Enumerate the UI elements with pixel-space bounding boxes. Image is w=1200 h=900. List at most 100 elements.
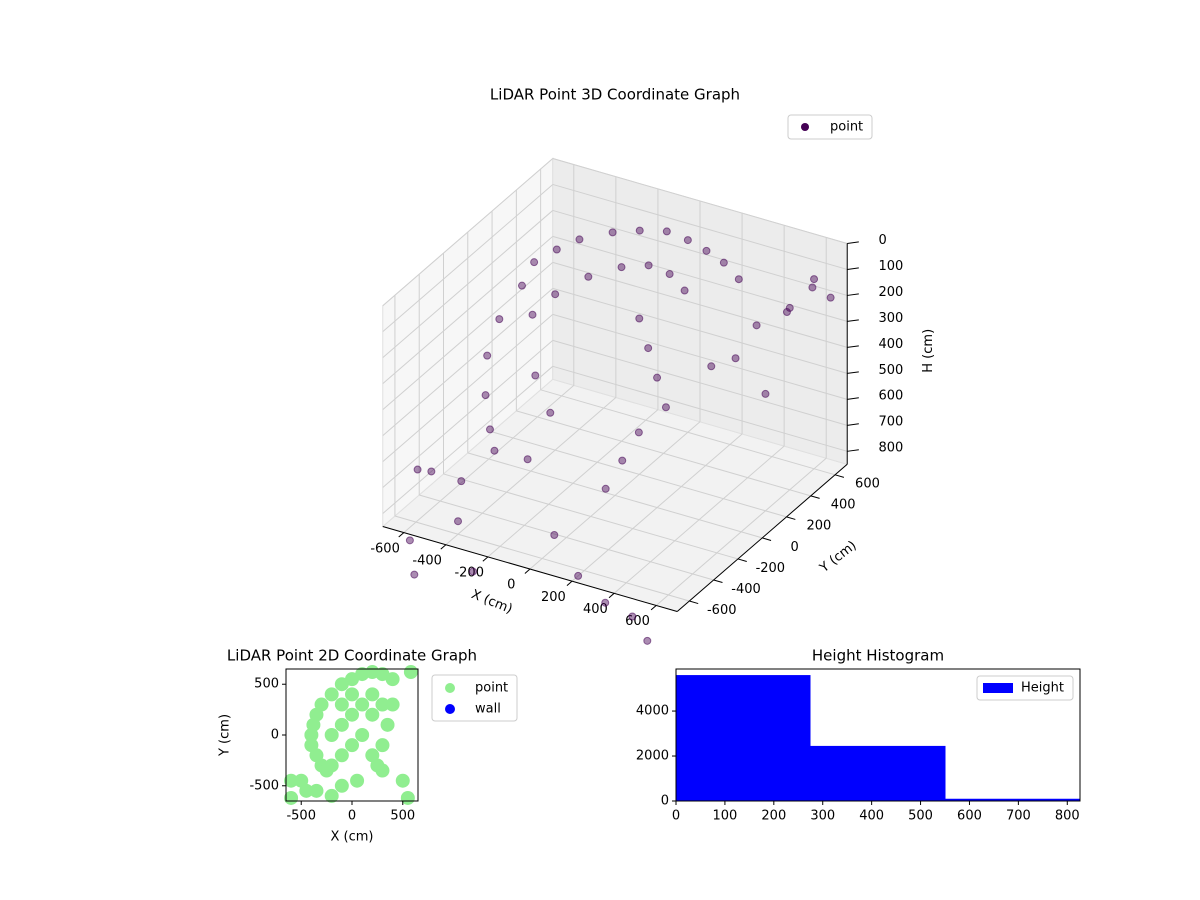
point bbox=[665, 270, 674, 279]
point bbox=[334, 697, 349, 712]
legend-marker bbox=[445, 683, 455, 693]
point bbox=[345, 687, 359, 702]
y-tick bbox=[810, 495, 820, 499]
point bbox=[546, 408, 555, 417]
point bbox=[324, 758, 339, 773]
point bbox=[528, 310, 537, 319]
point bbox=[643, 636, 652, 645]
grid-line bbox=[382, 287, 554, 436]
point bbox=[608, 228, 617, 237]
plot-frame bbox=[675, 668, 1081, 802]
point bbox=[375, 697, 390, 712]
legend-box bbox=[431, 674, 518, 722]
point bbox=[734, 275, 743, 284]
x-tick-label: 0 bbox=[507, 578, 515, 593]
point bbox=[644, 344, 653, 353]
point bbox=[628, 612, 637, 621]
point bbox=[454, 517, 463, 526]
z-tick-label: 300 bbox=[878, 311, 903, 326]
point bbox=[523, 455, 532, 464]
y-tick-label: 0 bbox=[271, 728, 279, 743]
point bbox=[575, 235, 584, 244]
point bbox=[782, 308, 791, 317]
y-tick bbox=[713, 579, 723, 584]
point bbox=[365, 687, 380, 702]
point bbox=[413, 465, 422, 474]
legend-label: Height bbox=[1021, 681, 1064, 696]
bar bbox=[676, 675, 811, 801]
grid-line bbox=[382, 365, 554, 514]
point bbox=[284, 773, 299, 788]
point bbox=[410, 570, 419, 579]
point bbox=[702, 246, 711, 255]
z-tick bbox=[847, 241, 859, 244]
grid-line bbox=[552, 183, 848, 270]
point bbox=[309, 783, 324, 798]
grid-line bbox=[382, 210, 554, 359]
point bbox=[350, 773, 365, 788]
point bbox=[550, 531, 559, 540]
y-tick bbox=[786, 516, 796, 520]
point bbox=[403, 665, 418, 680]
grid-line bbox=[552, 235, 848, 322]
point bbox=[385, 672, 400, 687]
legend-label: point bbox=[475, 681, 508, 696]
point bbox=[490, 446, 499, 455]
x-tick-label: 400 bbox=[859, 809, 884, 824]
x-tick bbox=[398, 532, 405, 538]
grid-line bbox=[382, 158, 554, 307]
z-tick bbox=[847, 267, 859, 270]
x-tick bbox=[608, 592, 615, 599]
grid-line bbox=[491, 431, 787, 518]
grid-line bbox=[552, 157, 848, 244]
y-tick-label: 200 bbox=[806, 519, 831, 534]
x-tick-label: 200 bbox=[541, 590, 566, 605]
legend-marker bbox=[445, 704, 455, 714]
y-tick-label: -400 bbox=[731, 582, 761, 597]
point bbox=[683, 236, 692, 245]
point bbox=[375, 738, 390, 753]
point bbox=[395, 773, 410, 788]
z-tick bbox=[847, 397, 859, 400]
grid-line bbox=[419, 494, 714, 581]
x-tick-label: -500 bbox=[286, 809, 316, 824]
x-tick bbox=[650, 605, 657, 611]
point bbox=[644, 261, 653, 270]
point bbox=[617, 263, 626, 272]
z-tick bbox=[847, 345, 859, 348]
y-tick-label: 500 bbox=[254, 677, 279, 692]
z-tick-label: 800 bbox=[878, 441, 903, 456]
y-tick-label: 400 bbox=[831, 498, 856, 513]
point bbox=[601, 484, 610, 493]
point bbox=[483, 351, 492, 360]
y-tick-label: 0 bbox=[790, 540, 798, 555]
x-tick bbox=[440, 544, 447, 550]
grid-line bbox=[552, 313, 848, 400]
point bbox=[661, 403, 670, 412]
point bbox=[355, 697, 370, 712]
x-tick-label: -200 bbox=[454, 566, 484, 581]
x-axis-label: X (cm) bbox=[331, 830, 374, 845]
point bbox=[551, 290, 560, 299]
point bbox=[552, 245, 561, 254]
z-tick-label: 600 bbox=[878, 389, 903, 404]
point bbox=[662, 227, 671, 236]
x-axis-line bbox=[382, 526, 678, 613]
x-tick-label: 300 bbox=[810, 809, 835, 824]
z-tick-label: 200 bbox=[878, 285, 903, 300]
point bbox=[634, 428, 643, 437]
grid-line bbox=[394, 515, 690, 602]
point bbox=[405, 536, 414, 545]
chart-title: LiDAR Point 3D Coordinate Graph bbox=[490, 86, 740, 104]
point bbox=[299, 783, 314, 798]
x-tick-label: 200 bbox=[761, 809, 786, 824]
point bbox=[324, 728, 339, 742]
grid-line bbox=[552, 339, 848, 426]
grid-line bbox=[382, 313, 554, 462]
x-tick-label: 600 bbox=[625, 614, 650, 629]
legend-marker bbox=[801, 123, 809, 131]
z-tick-label: 0 bbox=[878, 233, 886, 248]
point bbox=[495, 315, 504, 324]
y-tick-label: 2000 bbox=[636, 749, 669, 764]
